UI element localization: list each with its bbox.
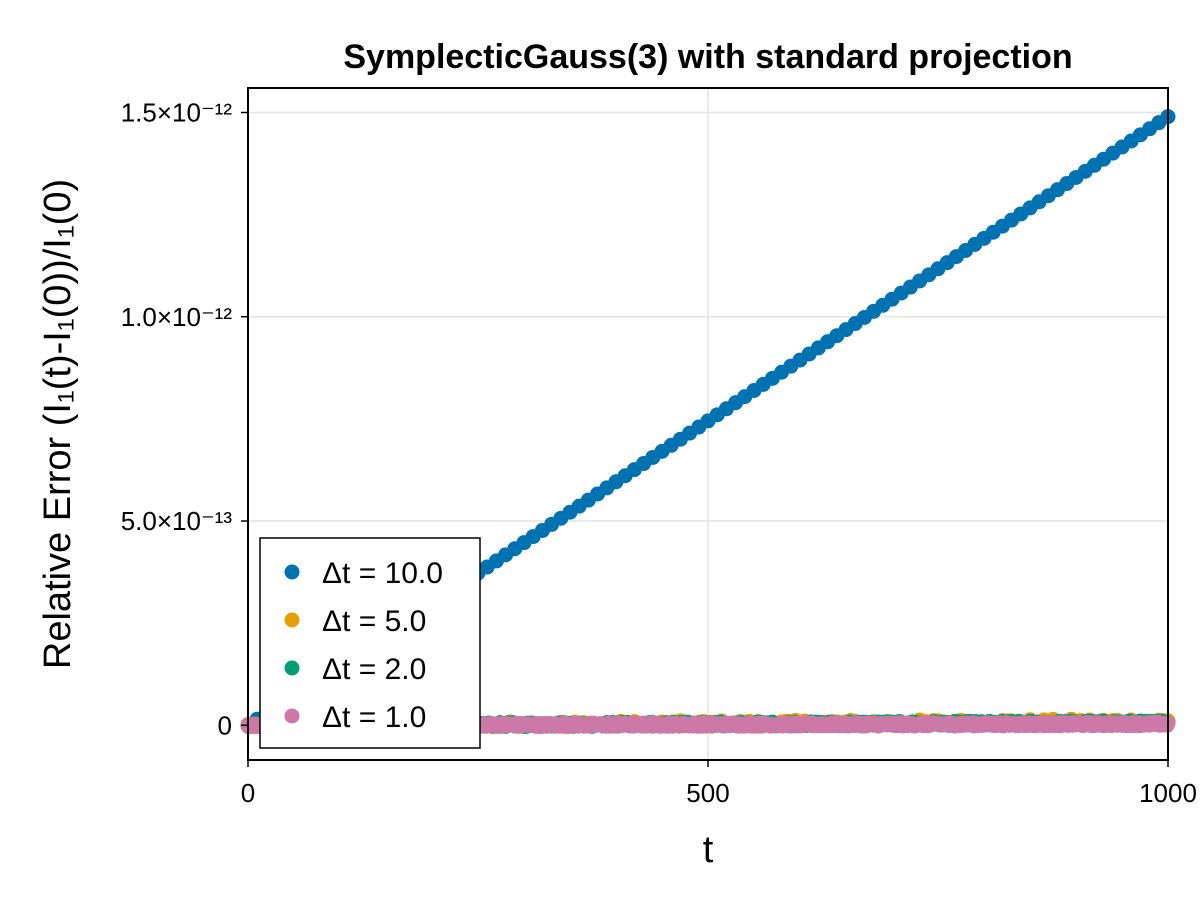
legend-label: Δt = 10.0 — [322, 557, 443, 590]
y-tick-label: 1.0×10⁻¹² — [121, 302, 233, 332]
legend-marker — [284, 612, 300, 628]
y-tick-label: 0 — [218, 710, 232, 740]
y-axis-label: Relative Error (I₁(t)-I₁(0))/I₁(0) — [37, 179, 79, 669]
legend-marker — [284, 564, 300, 580]
y-tick-label: 5.0×10⁻¹³ — [121, 506, 233, 536]
x-tick-label: 500 — [686, 778, 729, 808]
y-tick-label: 1.5×10⁻¹² — [121, 98, 233, 128]
x-axis: 0 500 1000 — [241, 760, 1197, 808]
legend-label: Δt = 5.0 — [322, 605, 426, 638]
x-tick-label: 1000 — [1139, 778, 1197, 808]
legend-marker — [284, 708, 300, 724]
y-axis: 0 5.0×10⁻¹³ 1.0×10⁻¹² 1.5×10⁻¹² — [121, 98, 248, 740]
legend-label: Δt = 1.0 — [322, 701, 426, 734]
legend-label: Δt = 2.0 — [322, 653, 426, 686]
chart-title: SymplecticGauss(3) with standard project… — [343, 38, 1072, 76]
legend-marker — [284, 660, 300, 676]
x-tick-label: 0 — [241, 778, 255, 808]
x-axis-label: t — [703, 829, 714, 871]
legend: Δt = 10.0 Δt = 5.0 Δt = 2.0 Δt = 1.0 — [259, 537, 481, 749]
